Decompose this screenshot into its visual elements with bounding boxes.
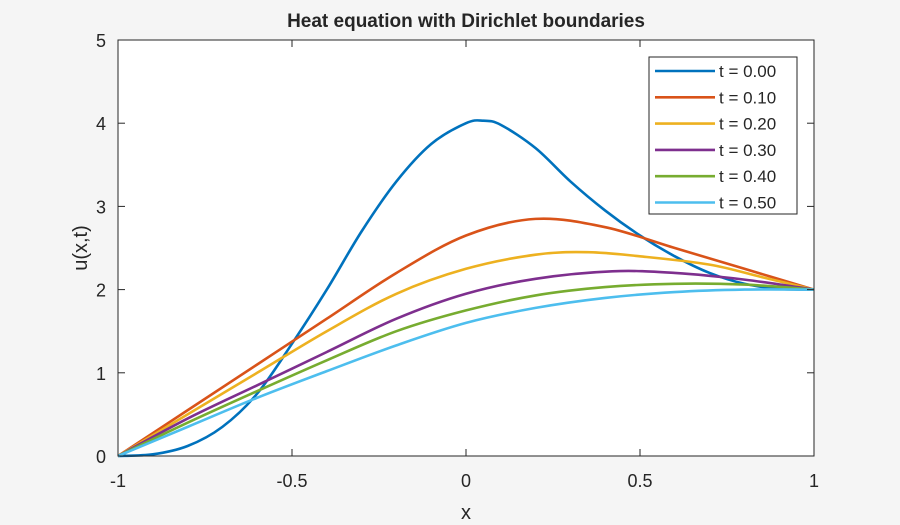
legend-box [648,56,798,215]
x-tick-label: 1 [809,471,819,491]
series-line-2 [117,250,815,458]
y-tick-label: 1 [96,364,106,384]
y-tick-label: 5 [96,31,106,51]
y-tick-label: 4 [96,114,106,134]
x-tick-label: 0.5 [627,471,652,491]
y-axis-label: u(x,t) [70,225,92,271]
x-axis-label: x [461,502,471,524]
legend: t = 0.00 t = 0.10 t = 0.20 t = 0.30 t = 0.40… [648,56,798,215]
series-line-5 [117,288,815,458]
x-tick-label: -1 [110,471,126,491]
legend-label: t = 0.50 [719,194,776,213]
y-tick-label: 0 [96,447,106,467]
curves [117,119,815,458]
x-tick-label: 0 [461,471,471,491]
legend-label: t = 0.10 [719,88,776,107]
series-line-3 [117,269,815,458]
legend-label: t = 0.30 [719,141,776,160]
legend-label: t = 0.40 [719,167,776,186]
chart-title: Heat equation with Dirichlet boundaries [287,11,645,32]
x-tick-label: -0.5 [276,471,307,491]
ticks: -1 -0.5 0 0.5 1 0 1 2 3 4 5 [96,31,819,491]
legend-label: t = 0.00 [719,62,776,81]
y-tick-label: 2 [96,281,106,301]
legend-label: t = 0.20 [719,115,776,134]
series-line-0 [117,119,815,458]
series-line-1 [117,217,815,458]
y-tick-label: 3 [96,197,106,217]
series-line-4 [117,282,815,458]
